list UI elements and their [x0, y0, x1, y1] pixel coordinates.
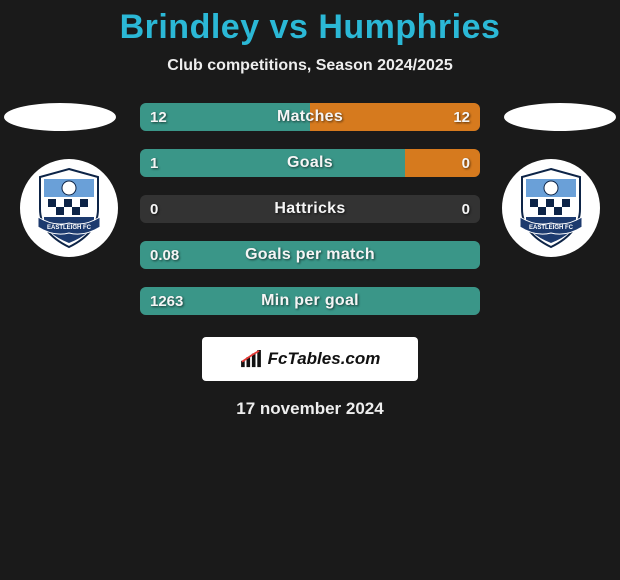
- stat-bar-row: 1263Min per goal: [140, 287, 480, 315]
- bar-chart-icon: [240, 350, 262, 368]
- stat-value-right: [460, 287, 480, 315]
- stat-label: Matches: [140, 103, 480, 131]
- comparison-main: EASTLEIGH FC EASTLEIGH FC 12Matches12 1Go…: [0, 103, 620, 419]
- stat-bar-row: 0.08Goals per match: [140, 241, 480, 269]
- stat-bars: 12Matches121Goals00Hattricks00.08Goals p…: [140, 103, 480, 315]
- stat-value-right: 12: [443, 103, 480, 131]
- club-badge-right: EASTLEIGH FC: [502, 159, 600, 257]
- club-crest-icon: EASTLEIGH FC: [516, 167, 586, 249]
- page-title: Brindley vs Humphries: [0, 0, 620, 47]
- stat-bar-row: 1Goals0: [140, 149, 480, 177]
- branding-text: FcTables.com: [268, 349, 381, 369]
- stat-label: Min per goal: [140, 287, 480, 315]
- club-crest-icon: EASTLEIGH FC: [34, 167, 104, 249]
- branding-badge: FcTables.com: [202, 337, 418, 381]
- stat-bar-row: 12Matches12: [140, 103, 480, 131]
- club-badge-left: EASTLEIGH FC: [20, 159, 118, 257]
- stat-value-right: [460, 241, 480, 269]
- stat-bar-row: 0Hattricks0: [140, 195, 480, 223]
- stat-value-right: 0: [452, 195, 480, 223]
- stat-label: Goals per match: [140, 241, 480, 269]
- stat-label: Hattricks: [140, 195, 480, 223]
- svg-text:EASTLEIGH FC: EASTLEIGH FC: [47, 225, 92, 231]
- player-photo-placeholder-left: [4, 103, 116, 131]
- svg-text:EASTLEIGH FC: EASTLEIGH FC: [529, 225, 574, 231]
- stat-value-right: 0: [452, 149, 480, 177]
- subtitle: Club competitions, Season 2024/2025: [0, 57, 620, 75]
- player-photo-placeholder-right: [504, 103, 616, 131]
- date-text: 17 november 2024: [0, 399, 620, 419]
- stat-label: Goals: [140, 149, 480, 177]
